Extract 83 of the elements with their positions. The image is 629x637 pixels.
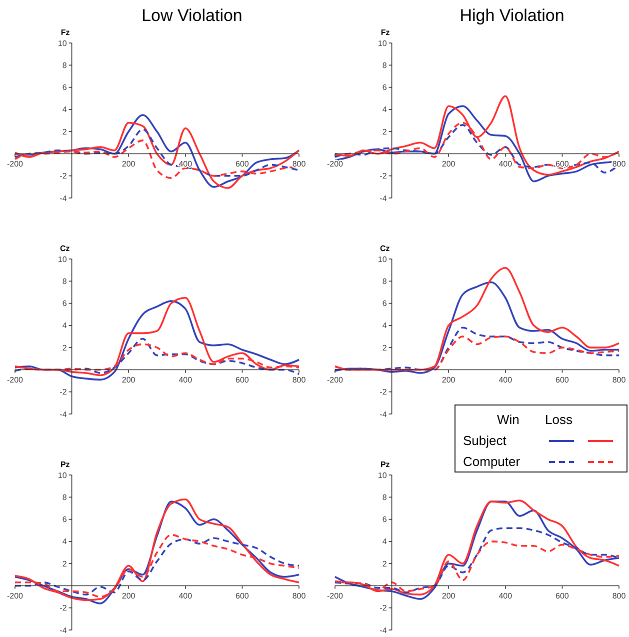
- y-tick-label: 4: [382, 105, 388, 114]
- chart-title: Low Violation: [142, 6, 242, 25]
- x-tick-label: 400: [498, 160, 513, 169]
- x-tick-label: 600: [236, 160, 250, 169]
- x-tick-label: 400: [178, 376, 193, 385]
- y-tick-label: 4: [62, 537, 68, 546]
- y-tick-label: -2: [60, 172, 68, 181]
- y-tick-label: -2: [380, 388, 388, 397]
- y-tick-label: -4: [60, 194, 68, 203]
- x-tick-label: 600: [236, 592, 250, 601]
- x-tick-label: -200: [326, 592, 344, 601]
- y-tick-label: 10: [58, 254, 68, 264]
- y-tick-label: -4: [380, 194, 388, 203]
- y-axis-title: Pz: [380, 460, 390, 469]
- y-tick-label: 8: [62, 276, 68, 286]
- x-tick-label: 200: [122, 160, 136, 169]
- annotation: Win: [497, 412, 520, 427]
- y-tick-label: 2: [62, 559, 68, 568]
- y-tick-label: 8: [62, 492, 68, 502]
- y-tick-label: 10: [58, 38, 68, 48]
- y-tick-label: 10: [378, 38, 388, 48]
- y-tick-label: -2: [380, 172, 388, 181]
- y-tick-label: 2: [382, 127, 388, 136]
- y-axis-title: Fz: [60, 28, 70, 37]
- y-tick-label: 10: [58, 470, 68, 480]
- x-tick-label: 200: [442, 592, 456, 601]
- x-tick-label: 400: [178, 592, 193, 601]
- y-tick-label: 6: [62, 299, 68, 308]
- x-tick-label: 800: [292, 376, 306, 385]
- x-tick-label: 200: [122, 376, 136, 385]
- x-tick-label: 800: [612, 160, 626, 169]
- y-tick-label: -4: [60, 410, 68, 419]
- y-tick-label: 8: [382, 276, 388, 286]
- y-tick-label: 2: [382, 343, 388, 352]
- x-tick-label: 600: [556, 592, 570, 601]
- y-tick-label: 2: [382, 559, 388, 568]
- y-tick-label: 4: [382, 537, 388, 546]
- y-tick-label: -2: [60, 604, 68, 613]
- y-tick-label: 6: [382, 83, 388, 92]
- y-tick-label: 6: [62, 83, 68, 92]
- x-tick-label: 400: [498, 592, 513, 601]
- y-tick-label: 8: [382, 60, 388, 70]
- y-tick-label: 10: [378, 470, 388, 480]
- text: Computer: [463, 454, 521, 469]
- x-tick-label: 800: [612, 376, 626, 385]
- y-tick-label: 8: [382, 492, 388, 502]
- y-axis-title: Cz: [380, 244, 390, 253]
- x-tick-label: -200: [6, 160, 24, 169]
- x-tick-label: 600: [236, 376, 250, 385]
- annotation: Loss: [545, 412, 573, 427]
- y-axis-title: Cz: [60, 244, 70, 253]
- y-tick-label: 2: [62, 127, 68, 136]
- x-tick-label: 400: [178, 160, 193, 169]
- y-tick-label: -4: [60, 626, 68, 635]
- x-tick-label: 400: [498, 376, 513, 385]
- x-tick-label: 600: [556, 376, 570, 385]
- y-tick-label: -2: [380, 604, 388, 613]
- y-tick-label: -2: [60, 388, 68, 397]
- y-tick-label: -4: [380, 626, 388, 635]
- text: Subject: [463, 433, 507, 448]
- y-tick-label: 10: [378, 254, 388, 264]
- y-axis-title: Pz: [60, 460, 70, 469]
- x-tick-label: 200: [442, 160, 456, 169]
- x-tick-label: -200: [6, 592, 24, 601]
- x-tick-label: -200: [6, 376, 24, 385]
- x-tick-label: 200: [442, 376, 456, 385]
- x-tick-label: 800: [292, 160, 306, 169]
- x-tick-label: 800: [612, 592, 626, 601]
- y-tick-label: 6: [382, 299, 388, 308]
- y-tick-label: 4: [382, 321, 388, 330]
- x-tick-label: -200: [326, 160, 344, 169]
- y-tick-label: 6: [62, 515, 68, 524]
- x-tick-label: -200: [326, 376, 344, 385]
- y-tick-label: 2: [62, 343, 68, 352]
- y-tick-label: 6: [382, 515, 388, 524]
- y-tick-label: 4: [62, 321, 68, 330]
- chart-title: High Violation: [460, 6, 564, 25]
- x-tick-label: 200: [122, 592, 136, 601]
- y-tick-label: -4: [380, 410, 388, 419]
- x-tick-label: 800: [292, 592, 306, 601]
- y-axis-title: Fz: [380, 28, 390, 37]
- y-tick-label: 8: [62, 60, 68, 70]
- y-tick-label: 4: [62, 105, 68, 114]
